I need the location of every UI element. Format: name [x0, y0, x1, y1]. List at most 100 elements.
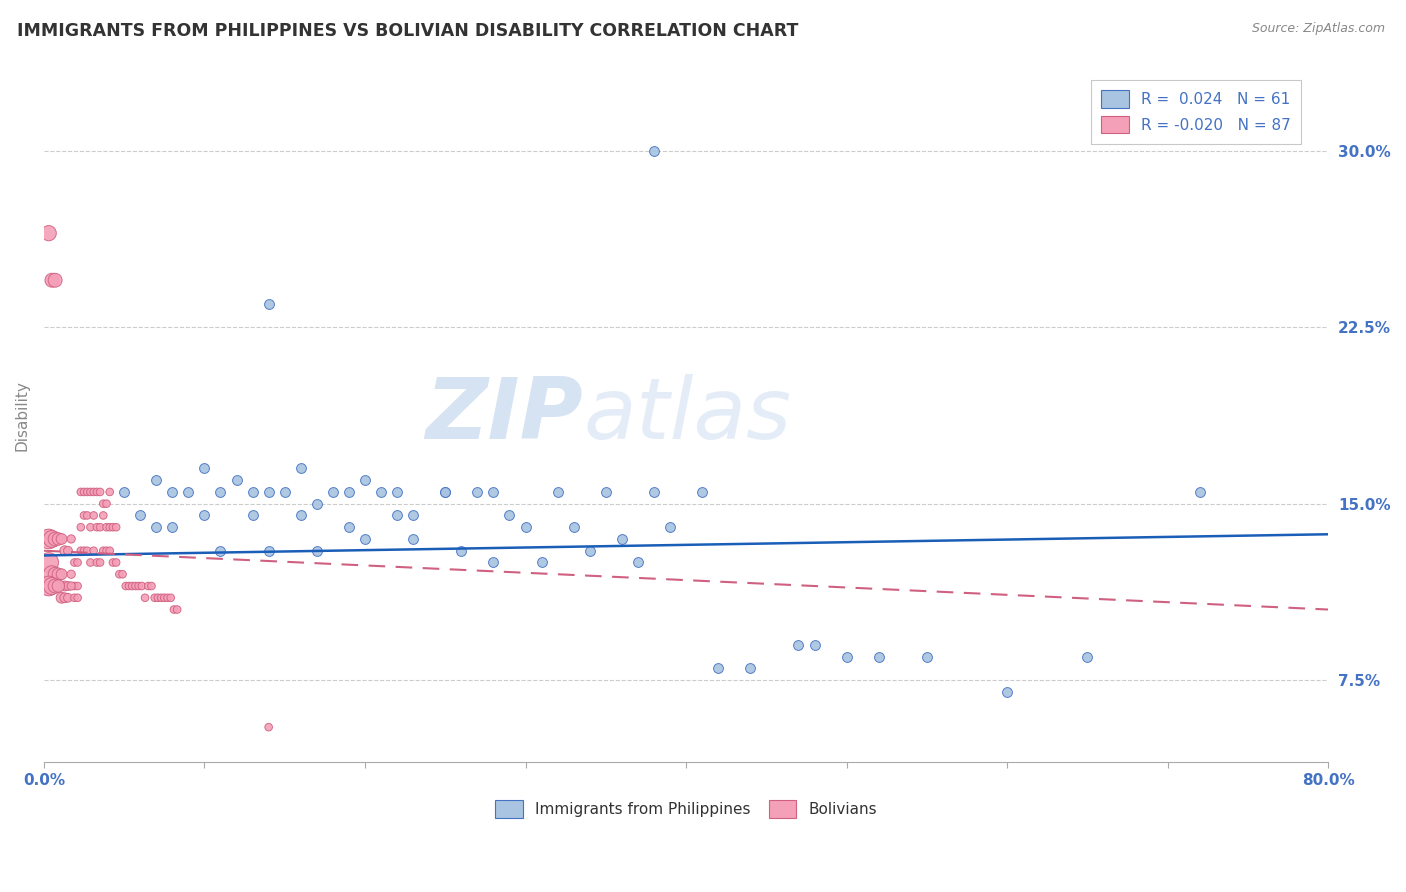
- Point: [354, 473, 377, 487]
- Point: [150, 591, 173, 605]
- Point: [354, 532, 377, 546]
- Point: [86, 556, 108, 570]
- Point: [290, 508, 312, 523]
- Point: [225, 473, 247, 487]
- Point: [73, 543, 96, 558]
- Point: [128, 579, 150, 593]
- Point: [41, 579, 63, 593]
- Point: [193, 461, 215, 475]
- Point: [136, 579, 159, 593]
- Point: [51, 567, 73, 582]
- Point: [515, 520, 537, 534]
- Point: [434, 484, 457, 499]
- Point: [121, 579, 143, 593]
- Point: [305, 497, 328, 511]
- Point: [690, 484, 713, 499]
- Text: IMMIGRANTS FROM PHILIPPINES VS BOLIVIAN DISABILITY CORRELATION CHART: IMMIGRANTS FROM PHILIPPINES VS BOLIVIAN …: [17, 22, 799, 40]
- Point: [787, 638, 810, 652]
- Point: [56, 591, 79, 605]
- Point: [91, 497, 114, 511]
- Point: [385, 484, 408, 499]
- Point: [337, 520, 360, 534]
- Point: [69, 484, 91, 499]
- Point: [402, 532, 425, 546]
- Point: [38, 226, 60, 240]
- Point: [530, 556, 553, 570]
- Point: [108, 567, 131, 582]
- Point: [740, 661, 762, 675]
- Point: [273, 484, 295, 499]
- Point: [131, 579, 153, 593]
- Point: [105, 556, 128, 570]
- Point: [60, 579, 83, 593]
- Point: [89, 520, 111, 534]
- Point: [162, 484, 184, 499]
- Point: [482, 556, 505, 570]
- Point: [83, 508, 105, 523]
- Point: [257, 720, 280, 734]
- Point: [305, 543, 328, 558]
- Point: [66, 591, 89, 605]
- Point: [86, 484, 108, 499]
- Point: [86, 520, 108, 534]
- Point: [209, 484, 232, 499]
- Point: [60, 532, 83, 546]
- Point: [63, 556, 86, 570]
- Point: [547, 484, 569, 499]
- Point: [467, 484, 489, 499]
- Point: [44, 579, 66, 593]
- Point: [73, 484, 96, 499]
- Point: [643, 484, 665, 499]
- Point: [257, 543, 280, 558]
- Point: [69, 520, 91, 534]
- Point: [98, 543, 121, 558]
- Point: [63, 591, 86, 605]
- Point: [562, 520, 585, 534]
- Point: [242, 508, 264, 523]
- Point: [46, 567, 69, 582]
- Point: [146, 591, 169, 605]
- Point: [56, 579, 79, 593]
- Point: [145, 473, 167, 487]
- Point: [707, 661, 730, 675]
- Point: [89, 484, 111, 499]
- Point: [166, 602, 188, 616]
- Point: [66, 579, 89, 593]
- Point: [141, 579, 163, 593]
- Point: [257, 484, 280, 499]
- Point: [385, 508, 408, 523]
- Point: [257, 297, 280, 311]
- Point: [868, 649, 890, 664]
- Point: [41, 273, 63, 287]
- Point: [73, 508, 96, 523]
- Point: [114, 579, 136, 593]
- Text: atlas: atlas: [583, 374, 792, 457]
- Point: [1076, 649, 1098, 664]
- Point: [38, 532, 60, 546]
- Point: [627, 556, 650, 570]
- Text: ZIP: ZIP: [426, 374, 583, 457]
- Point: [60, 567, 83, 582]
- Point: [118, 579, 141, 593]
- Point: [595, 484, 617, 499]
- Point: [209, 543, 232, 558]
- Point: [134, 591, 156, 605]
- Point: [915, 649, 938, 664]
- Point: [98, 520, 121, 534]
- Point: [96, 543, 118, 558]
- Point: [89, 556, 111, 570]
- Point: [101, 520, 124, 534]
- Point: [51, 532, 73, 546]
- Point: [835, 649, 858, 664]
- Point: [434, 484, 457, 499]
- Point: [53, 591, 76, 605]
- Point: [96, 497, 118, 511]
- Point: [105, 520, 128, 534]
- Point: [44, 532, 66, 546]
- Point: [337, 484, 360, 499]
- Point: [153, 591, 176, 605]
- Point: [83, 543, 105, 558]
- Point: [659, 520, 682, 534]
- Point: [83, 484, 105, 499]
- Point: [69, 543, 91, 558]
